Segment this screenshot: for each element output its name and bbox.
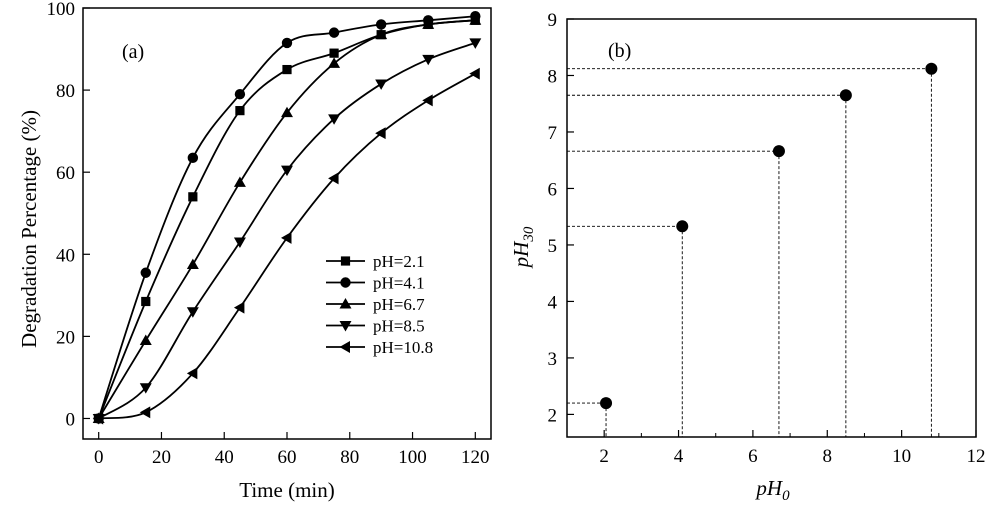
panel-a-y-tick-label: 80 (56, 81, 75, 102)
panel-a-data-point (375, 28, 388, 40)
panel-b-y-tick-label: 8 (548, 66, 558, 87)
legend-marker (339, 298, 352, 309)
panel-a-x-tick-label: 0 (94, 447, 104, 468)
panel-a-y-axis-label: Degradation Percentage (%) (17, 110, 41, 348)
panel-a-data-point (328, 27, 340, 38)
panel-a-data-point (281, 165, 293, 177)
panel-a-data-point (186, 367, 198, 380)
panel-a-legend: pH=2.1 pH=4.1 pH=6.7 pH=8.5 pH=10.8 (326, 252, 433, 357)
panel-a-data-point (329, 48, 339, 58)
panel-a-data-point (234, 89, 246, 100)
panel-a-data-point (140, 267, 151, 278)
panel-b-label: (b) (608, 40, 631, 62)
panel-a-degradation-chart: 0 20 40 60 80 100 120 0 20 40 60 80 100 (a) Time (mi… (17, 0, 492, 502)
panel-a-data-point (375, 19, 387, 30)
panel-b-y-tick-label: 6 (548, 179, 558, 200)
panel-a-x-tick-label: 120 (461, 447, 490, 468)
panel-a-y-tick-label: 20 (56, 327, 75, 348)
panel-b-y-axis-label: pH30 (509, 226, 537, 269)
panel-b-data-point (839, 89, 852, 102)
panel-b-x-tick-label: 10 (892, 446, 911, 467)
panel-a-data-point (422, 18, 435, 29)
panel-a-data-point (233, 176, 246, 187)
legend-label: pH=4.1 (373, 274, 425, 293)
panel-b-x-tick-label: 12 (967, 446, 986, 467)
panel-b-data-point (600, 397, 613, 410)
panel-a-series-line-4 (98, 42, 476, 420)
panel-a-data-point (92, 412, 104, 425)
panel-b-y-tick-label: 7 (548, 123, 558, 144)
panel-a-data-point (422, 94, 433, 107)
panel-a-data-point (141, 296, 151, 307)
panel-a-y-tick-label: 0 (66, 409, 76, 430)
panel-a-data-point (233, 237, 246, 248)
panel-a-data-point (422, 54, 435, 66)
panel-b-y-tick-label: 2 (548, 405, 558, 426)
panel-a-data-point (139, 406, 151, 419)
panel-a-data-point (186, 307, 199, 318)
panel-b-x-tick-label: 8 (823, 446, 833, 467)
legend-label: pH=2.1 (373, 252, 425, 271)
panel-a-data-point (281, 231, 292, 244)
panel-b-y-tick-label: 3 (548, 349, 558, 370)
panel-a-data-point (186, 258, 199, 270)
panel-a-data-point (469, 38, 482, 49)
panel-a-series-line-1 (97, 19, 476, 419)
panel-a-data-point (235, 106, 245, 116)
panel-a-label: (a) (122, 41, 144, 63)
legend-marker (339, 321, 352, 332)
panel-a-x-tick-label: 100 (398, 447, 427, 468)
panel-a-data-point (375, 127, 386, 140)
panel-a-x-tick-label: 20 (152, 447, 171, 468)
panel-b-y-tick-label: 5 (548, 236, 558, 257)
legend-marker (340, 277, 351, 288)
panel-a-data-point (328, 57, 341, 68)
panel-b-data-point (925, 62, 938, 75)
panel-a-data-point (469, 14, 482, 25)
panel-a-data-point (188, 192, 198, 202)
panel-a-y-tick-label: 40 (56, 245, 75, 266)
legend-label: pH=8.5 (373, 317, 425, 336)
panel-b-plot-frame (566, 18, 977, 438)
panel-a-data-point (139, 383, 152, 394)
panel-a-data-point (233, 301, 245, 314)
legend-label: pH=6.7 (373, 295, 425, 314)
panel-a-data-point (375, 79, 388, 90)
panel-a-y-tick-label: 60 (56, 163, 75, 184)
panel-a-data-point (469, 67, 480, 80)
panel-a-data-point (281, 106, 293, 118)
panel-a-data-point (328, 172, 339, 185)
panel-a-data-point (328, 114, 341, 125)
panel-b-data-point (772, 145, 785, 158)
panel-b-x-tick-label: 6 (748, 446, 758, 467)
panel-a-data-point (187, 152, 199, 164)
panel-a-x-tick-label: 60 (278, 447, 297, 468)
panel-b-x-axis-label: pH0 (754, 476, 790, 504)
panel-a-x-tick-label: 80 (340, 447, 359, 468)
panel-a-y-tick-label: 100 (47, 0, 76, 20)
panel-a-data-point (139, 334, 152, 345)
panel-b-x-tick-label: 4 (674, 446, 684, 467)
panel-a-data-point (282, 64, 292, 75)
legend-marker (340, 256, 351, 266)
panel-b-ph-scatter-chart: 2 4 6 8 10 12 2 3 4 5 6 7 8 9 (b) pH0 pH30 (509, 10, 986, 504)
panel-a-series-line-2 (97, 15, 476, 419)
panel-a-x-tick-label: 40 (215, 447, 234, 468)
panel-b-data-point (676, 220, 689, 233)
panel-a-series-line-3 (97, 19, 476, 419)
panel-b-y-tick-label: 4 (548, 292, 558, 313)
panel-b-x-tick-label: 2 (599, 446, 609, 467)
panel-a-data-point (281, 37, 293, 49)
legend-marker (339, 341, 350, 353)
legend-label: pH=10.8 (373, 338, 433, 357)
panel-b-y-tick-label: 9 (548, 10, 558, 31)
panel-a-x-axis-label: Time (min) (239, 478, 334, 502)
